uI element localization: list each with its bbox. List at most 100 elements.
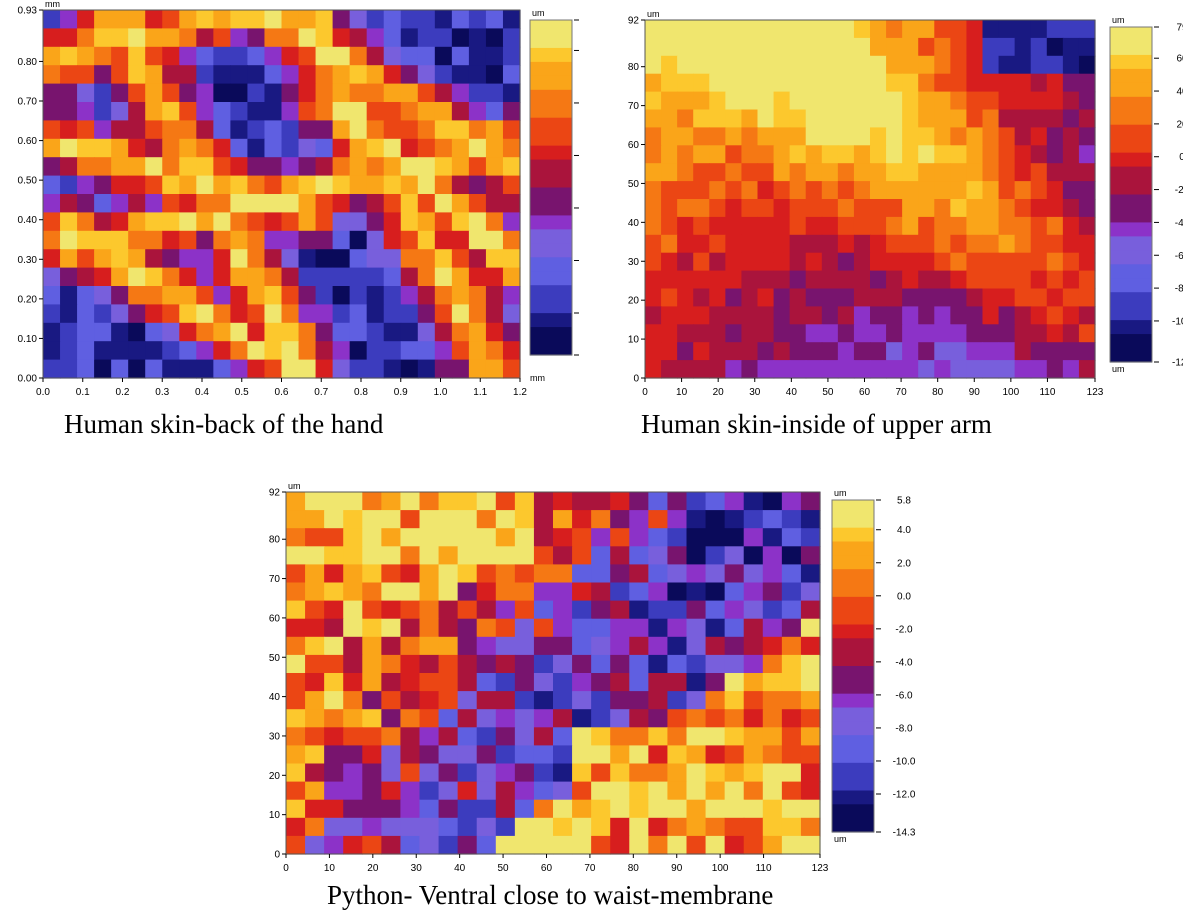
arm-cell (757, 55, 775, 75)
arm-cell (870, 127, 887, 146)
hand-cell (247, 230, 266, 250)
arm-cell (645, 91, 662, 111)
hand-cell (213, 157, 231, 177)
hand-cell (366, 157, 385, 177)
python-cell (591, 691, 611, 710)
arm-cell (725, 324, 743, 343)
hand-cell (485, 267, 504, 287)
arm-cell (821, 216, 839, 236)
hand-cell (111, 102, 129, 121)
hand-cell (145, 138, 163, 158)
arm-cell (773, 20, 791, 39)
python-cell (533, 691, 554, 710)
python-cell (800, 492, 821, 511)
hand-cell (485, 28, 504, 48)
arm-cell (837, 324, 855, 343)
python-cell (438, 673, 459, 692)
arm-cell (645, 55, 662, 75)
python-cell (781, 654, 802, 674)
hand-cell (179, 138, 197, 158)
hand-y-tick-label: 0.00 (18, 374, 38, 385)
arm-cell (837, 306, 855, 325)
arm-cell (725, 288, 743, 307)
python-cell (781, 691, 802, 710)
python-cell (343, 781, 363, 801)
python-cell (343, 673, 363, 692)
arm-cell (982, 270, 1000, 290)
hand-cell (485, 230, 504, 250)
python-cell (743, 564, 764, 584)
arm-cell (1014, 199, 1032, 218)
hand-cell (179, 83, 197, 103)
hand-cell (434, 304, 453, 324)
python-cell (286, 600, 306, 620)
python-cell (781, 835, 802, 855)
python-colorbar-segment (832, 541, 874, 556)
arm-cell (693, 37, 710, 57)
hand-cell (247, 138, 266, 158)
python-cell (514, 799, 535, 819)
hand-cell (298, 120, 317, 140)
python-cell (743, 799, 764, 819)
python-cell (457, 546, 478, 565)
python-cell (362, 709, 382, 728)
hand-cell (77, 286, 95, 305)
python-cell (781, 781, 802, 801)
python-cell (800, 600, 821, 620)
python-cell (400, 618, 421, 638)
arm-cell (934, 234, 951, 254)
hand-cell (196, 230, 214, 250)
python-cell (724, 564, 745, 584)
hand-cell (332, 175, 351, 195)
python-x-tick-label: 60 (541, 863, 553, 874)
hand-cell (366, 120, 385, 140)
hand-cell (179, 102, 197, 121)
python-cell (591, 636, 611, 656)
hand-cell (230, 46, 249, 66)
python-cell (705, 835, 726, 855)
python-cell (724, 654, 745, 674)
arm-cell (741, 234, 759, 254)
python-cell (419, 781, 440, 801)
python-cell (629, 709, 649, 728)
arm-cell (950, 37, 968, 57)
python-cell (438, 582, 459, 602)
arm-cell (966, 37, 984, 57)
hand-cell (298, 304, 317, 324)
arm-cell (805, 127, 823, 146)
python-cell (781, 745, 802, 765)
arm-cell (789, 199, 807, 218)
hand-cell (230, 212, 249, 232)
hand-cell (94, 230, 112, 250)
python-cell (476, 709, 497, 728)
hand-cell (298, 138, 317, 158)
hand-cell (213, 28, 231, 48)
arm-cell (870, 37, 887, 57)
arm-cell (645, 270, 662, 290)
arm-colorbar-segment (1110, 348, 1152, 363)
hand-cell (434, 46, 453, 66)
arm-cell (789, 270, 807, 290)
python-cell (667, 582, 688, 602)
arm-cell (677, 252, 694, 272)
python-x-tick-label: 10 (324, 863, 336, 874)
arm-cell (837, 199, 855, 218)
arm-cell (837, 252, 855, 272)
hand-cell (111, 230, 129, 250)
python-cell (743, 528, 764, 547)
hand-cell (315, 46, 334, 66)
python-cell (667, 673, 688, 692)
arm-cell (837, 342, 855, 361)
python-cell (438, 654, 459, 674)
python-cell (305, 492, 325, 511)
arm-cell (870, 234, 887, 254)
python-cell (724, 618, 745, 638)
python-cell (762, 745, 783, 765)
hand-cell (485, 157, 504, 177)
python-cell (514, 528, 535, 547)
arm-cell (918, 145, 935, 164)
hand-cell (417, 322, 436, 342)
python-cell (705, 745, 726, 765)
python-cell (305, 636, 325, 656)
arm-colorbar-segment (1110, 124, 1152, 140)
